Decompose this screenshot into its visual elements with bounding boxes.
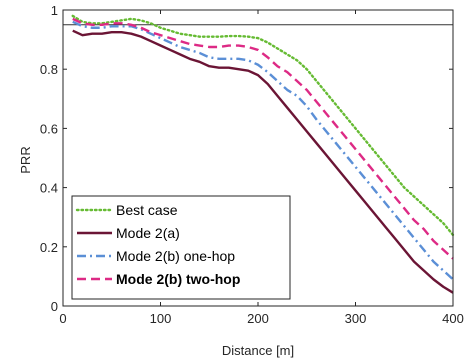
x-tick-label: 400 [442,311,464,326]
legend: Best case Mode 2(a) Mode 2(b) one-hop Mode … [71,195,291,300]
series-line-2 [72,29,454,294]
axes: 0 100 200 300 400 0 0.2 0.4 0.6 0.8 1 [40,3,464,326]
y-tick-label: 0 [51,299,58,314]
x-tick-label: 100 [150,311,172,326]
y-tick-label: 0.8 [40,62,58,77]
y-tick-label: 0.6 [40,121,58,136]
x-axis-label: Distance [m] [222,343,294,358]
plot-area [63,14,455,294]
x-tick-label: 300 [345,311,367,326]
y-tick-label: 1 [51,3,58,18]
y-axis-label: PRR [18,146,33,173]
legend-box [71,195,291,300]
y-tick-label: 0.4 [40,181,58,196]
legend-label-1: Best case [116,202,178,218]
legend-label-4: Mode 2(b) two-hop [116,271,240,287]
series-line-1 [71,14,455,237]
series-line-3 [72,20,454,281]
x-tick-label: 0 [59,311,66,326]
legend-label-2: Mode 2(a) [116,225,180,241]
x-tick-label: 200 [247,311,269,326]
series-line-4 [72,17,454,260]
y-tick-label: 0.2 [40,240,58,255]
legend-label-3: Mode 2(b) one-hop [116,248,235,264]
